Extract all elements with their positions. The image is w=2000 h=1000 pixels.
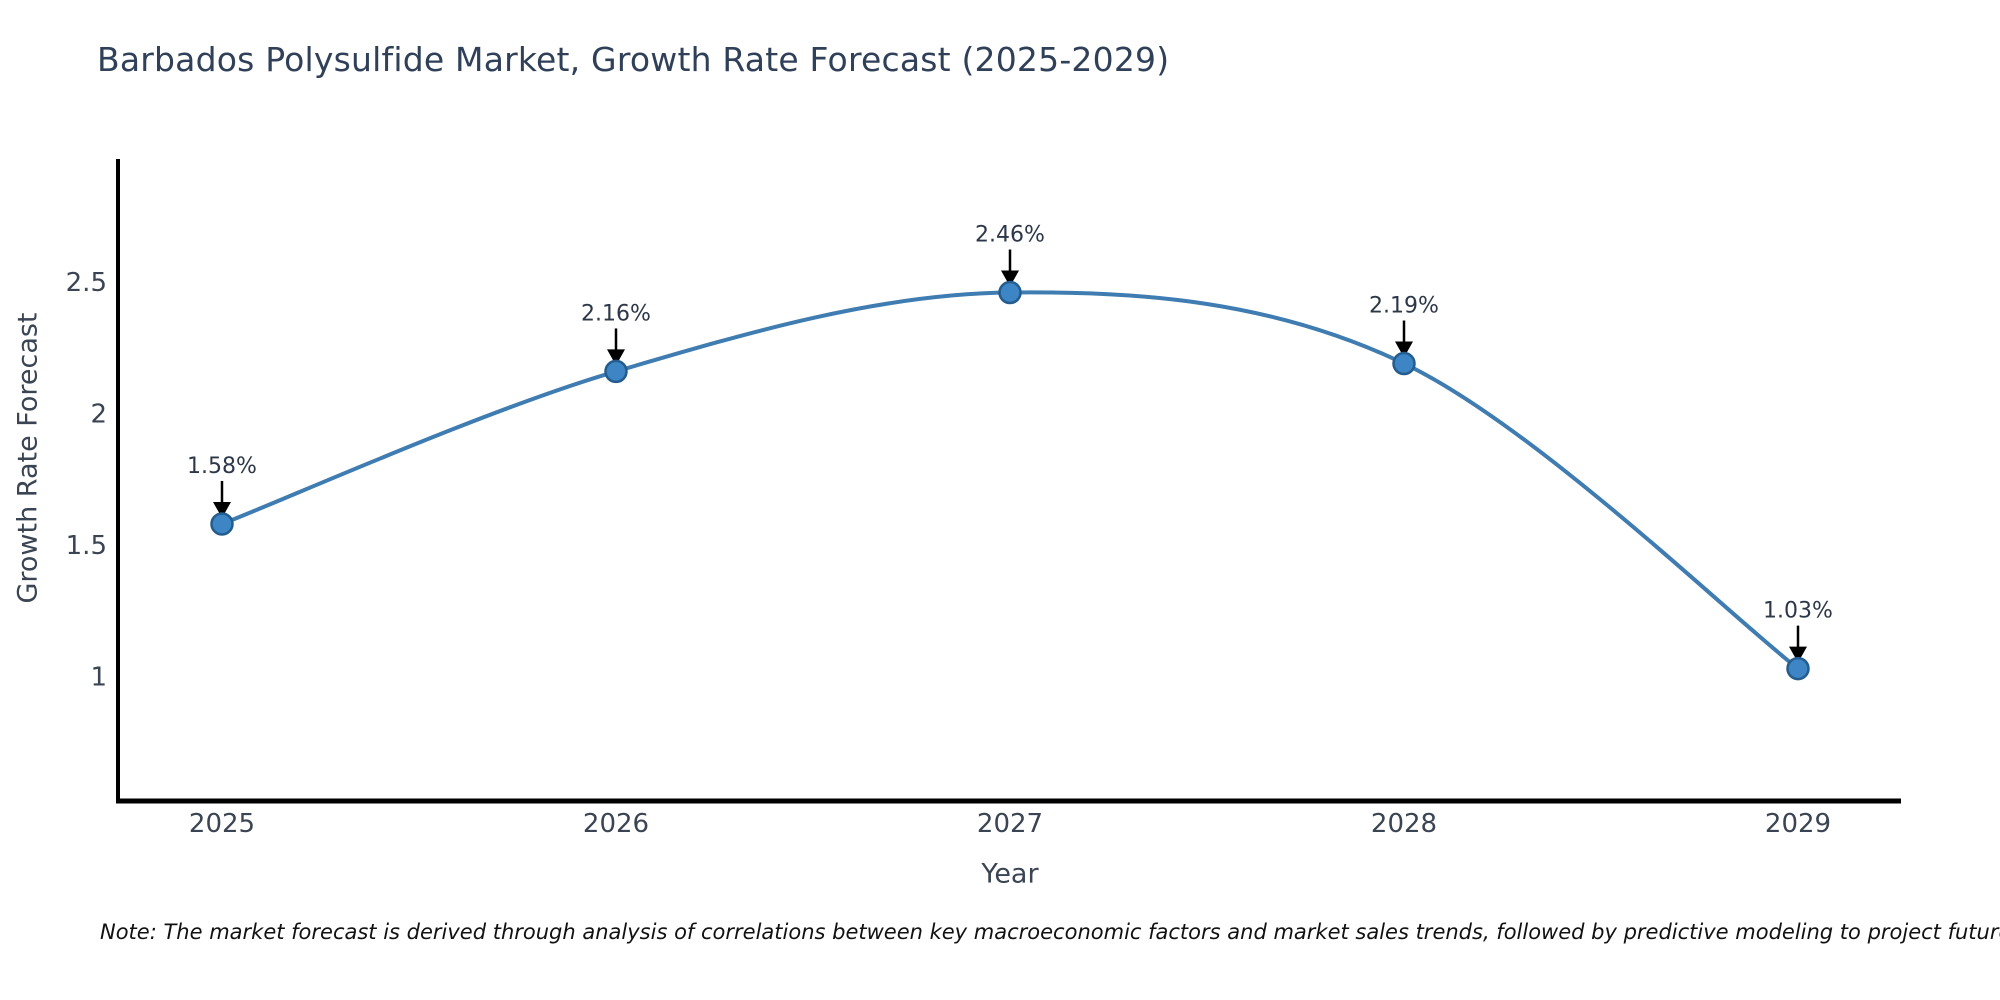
x-tick-label: 2027 — [977, 809, 1043, 839]
point-value-label: 2.46% — [975, 223, 1045, 248]
point-value-label: 2.16% — [581, 301, 651, 326]
footnote: Note: The market forecast is derived thr… — [100, 920, 2000, 944]
chart-title: Barbados Polysulfide Market, Growth Rate… — [97, 40, 1170, 79]
forecast-line — [220, 290, 1800, 671]
x-axis-title: Year — [981, 858, 1039, 890]
y-tick-label: 2.5 — [66, 268, 107, 298]
data-point-marker — [210, 512, 234, 536]
data-point-marker — [1392, 351, 1416, 376]
y-tick-label: 2 — [90, 400, 107, 430]
data-point-marker — [998, 280, 1022, 305]
annotation-arrow-head — [1001, 270, 1019, 287]
point-value-label: 1.58% — [187, 454, 257, 479]
annotation-arrow-head — [1789, 646, 1807, 663]
y-tick-label: 1 — [90, 663, 107, 693]
annotation-arrow-head — [607, 349, 625, 366]
x-tick-label: 2028 — [1371, 809, 1437, 839]
y-tick-label: 1.5 — [66, 531, 107, 561]
x-tick-label: 2025 — [189, 809, 255, 839]
data-point-marker — [604, 359, 628, 384]
x-tick-label: 2026 — [583, 809, 649, 839]
annotation-arrow-head — [1395, 341, 1413, 358]
data-point-marker — [1786, 656, 1810, 681]
point-value-label: 1.03% — [1763, 599, 1833, 624]
point-value-label: 2.19% — [1369, 294, 1439, 319]
x-tick-label: 2029 — [1765, 809, 1831, 839]
annotation-arrow-head — [213, 501, 231, 518]
